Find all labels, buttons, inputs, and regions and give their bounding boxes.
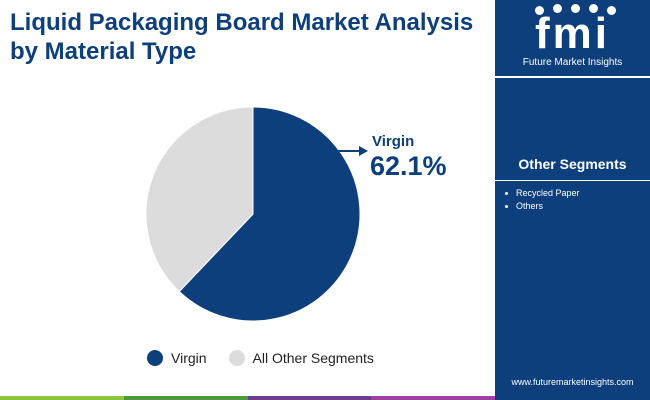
logo-subtitle: Future Market Insights (522, 57, 623, 68)
legend-item-virgin: Virgin (147, 350, 207, 366)
annotation-value: 62.1% (370, 151, 447, 181)
fmi-logo: fmi Future Market Insights (495, 0, 650, 75)
bottom-color-bar (0, 396, 495, 400)
logo-letters: fmi (535, 9, 610, 58)
pie-slice-virgin (178, 106, 361, 322)
segments-divider (495, 180, 650, 181)
legend-label-virgin: Virgin (171, 350, 207, 366)
chart-title: Liquid Packaging Board Market Analysis b… (10, 9, 474, 65)
segment-label: Others (516, 201, 544, 211)
logo-dot-icon (589, 4, 598, 13)
chart-legend: Virgin All Other Segments (147, 348, 374, 368)
website-url: www.futuremarketinsights.com (511, 377, 634, 387)
annotation-label: Virgin (372, 133, 414, 150)
segment-item: Others (505, 200, 580, 213)
annotation-arrowhead-icon (359, 146, 368, 156)
bullet-icon (505, 205, 508, 208)
logo-dot-icon (607, 6, 616, 15)
bottom-bar-segment (247, 396, 372, 400)
legend-item-other: All Other Segments (228, 350, 374, 366)
bottom-bar-segment (371, 396, 495, 400)
sidebar: fmi Future Market Insights Other Segment… (495, 0, 650, 400)
bullet-icon (505, 192, 508, 195)
logo-dot-icon (535, 6, 544, 15)
segment-item: Recycled Paper (505, 187, 580, 200)
legend-swatch-virgin (147, 350, 163, 366)
bottom-bar-segment (0, 396, 124, 400)
legend-label-other: All Other Segments (252, 350, 374, 366)
logo-divider (495, 76, 650, 78)
segments-list: Recycled Paper Others (505, 187, 580, 213)
pie-slice-all-other-segments (145, 106, 254, 293)
legend-swatch-other (228, 350, 245, 366)
chart-area: Virgin 62.1% (0, 80, 495, 400)
logo-dot-icon (553, 4, 562, 13)
other-segments-title: Other Segments (518, 156, 627, 172)
logo-dot-icon (571, 4, 580, 13)
segment-label: Recycled Paper (516, 188, 580, 198)
bottom-bar-segment (123, 396, 248, 400)
